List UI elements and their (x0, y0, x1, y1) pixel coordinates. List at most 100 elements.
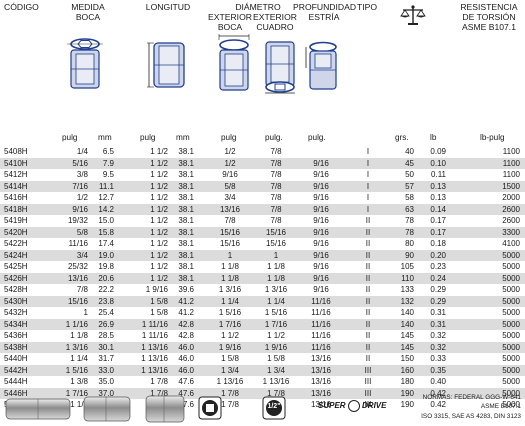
cell-lb: 0.18 (430, 239, 446, 248)
cell-longitud-pulg: 1 11/16 (141, 319, 168, 329)
header-longitud: LONGITUD (145, 2, 191, 12)
cell-exterior-boca: 1 3/4 (221, 365, 239, 375)
cell-longitud-mm: 42.8 (178, 331, 194, 340)
cell-grs: 57 (405, 181, 414, 191)
cell-exterior-cuadro: 1 1/8 (267, 262, 285, 271)
cell-boca-mm: 11.1 (99, 181, 114, 191)
cell-boca-mm: 28.5 (98, 331, 114, 340)
cell-lb: 0.33 (430, 354, 446, 363)
cell-lb: 0.31 (430, 308, 446, 317)
table-row: 5420H 5/8 15.8 1 1/2 38.1 15/16 15/16 9/16 II 78 0… (0, 226, 525, 238)
cell-grs: 145 (400, 331, 414, 340)
cell-boca-mm: 7.9 (102, 158, 114, 168)
cell-exterior-boca: 1 1/8 (221, 262, 239, 271)
unit-pulg-longitud: pulg (140, 133, 156, 142)
cell-boca-pulg: 9/16 (72, 204, 88, 214)
cell-boca-pulg: 3/4 (76, 250, 88, 260)
cell-exterior-boca: 3/4 (224, 193, 236, 202)
header-profundidad-1: PROFUNDIDAD (293, 2, 357, 12)
cell-boca-mm: 19.8 (98, 262, 114, 271)
cell-boca-pulg: 1 7/16 (65, 388, 88, 398)
cell-exterior-cuadro: 1 1/4 (267, 296, 285, 306)
cell-longitud-pulg: 1 13/16 (141, 365, 168, 375)
table-row: 5418H 9/16 14.2 1 1/2 38.1 13/16 7/8 9/16 I 63 0.1… (0, 203, 525, 215)
cell-codigo: 5408H (4, 147, 28, 156)
cell-torsion: 5000 (502, 285, 520, 294)
cell-longitud-pulg: 1 5/8 (150, 308, 168, 317)
header-codigo: CÓDIGO (4, 2, 39, 12)
table-row: 5438H 1 3/16 30.1 1 13/16 46.0 1 9/16 1 9/16 11… (0, 341, 525, 353)
table-row: 5425H 25/32 19.8 1 1/2 38.1 1 1/8 1 1/8 9/16 II 1… (0, 261, 525, 273)
cell-boca-pulg: 15/16 (67, 296, 88, 306)
header-medida-label: MEDIDA (71, 2, 105, 12)
cell-boca-pulg: 7/16 (72, 181, 88, 191)
cell-tipo: II (365, 319, 371, 329)
cell-profundidad: 13/16 (310, 365, 332, 375)
table-row: 5432H 1 25.4 1 5/8 41.2 1 5/16 1 5/16 11/16 II 14… (0, 307, 525, 319)
cell-grs: 105 (400, 262, 414, 271)
header-resistencia: RESISTENCIA DE TORSIÓN ASME B107.1 (456, 2, 522, 32)
cell-longitud-mm: 38.1 (178, 250, 194, 260)
cell-boca-mm: 20.6 (98, 273, 114, 283)
cell-torsion: 5000 (502, 250, 520, 260)
cell-lb: 0.23 (430, 262, 446, 271)
cell-tipo: II (365, 227, 371, 237)
cell-grs: 145 (400, 342, 414, 352)
cell-profundidad: 13/16 (310, 377, 332, 386)
cell-longitud-mm: 38.1 (178, 147, 194, 156)
cell-exterior-cuadro: 1 3/4 (267, 365, 285, 375)
cell-boca-mm: 15.0 (98, 216, 114, 225)
super-drive-logo-right: DRIVE (362, 401, 387, 411)
normas-line-1: NORMAS: FEDERAL GGG-W-641 (422, 394, 521, 401)
cell-profundidad: 13/16 (310, 388, 332, 398)
cell-boca-pulg: 1 3/16 (65, 342, 88, 352)
cell-profundidad: 9/16 (313, 227, 329, 237)
cell-profundidad: 9/16 (313, 273, 329, 283)
cell-torsion: 5000 (502, 342, 520, 352)
unit-lb: lb (430, 133, 437, 142)
cell-tipo: II (365, 273, 371, 283)
cell-boca-mm: 14.2 (98, 204, 114, 214)
cell-profundidad: 9/16 (313, 181, 329, 191)
cell-codigo: 5440H (4, 354, 28, 363)
unit-pulg-exterior-cuadro: pulg. (265, 133, 283, 142)
cell-codigo: 5430H (4, 296, 28, 306)
super-drive-logo-circle (347, 400, 360, 412)
header-exterior-boca: EXTERIOR BOCA (205, 12, 255, 32)
cell-boca-pulg: 1 5/16 (65, 365, 88, 375)
table-row: 5412H 3/8 9.5 1 1/2 38.1 9/16 7/8 9/16 I 50 0.11 11… (0, 169, 525, 181)
header-exterior-cuadro: EXTERIOR CUADRO (250, 12, 300, 32)
header-medida-boca: MEDIDA BOCA (60, 2, 116, 22)
cell-boca-mm: 12.7 (98, 193, 114, 202)
cell-exterior-cuadro: 15/16 (265, 227, 287, 237)
cell-codigo: 5426H (4, 273, 28, 283)
cell-lb: 0.11 (431, 170, 446, 179)
cell-torsion: 5000 (502, 319, 520, 329)
cell-lb: 0.32 (430, 342, 446, 352)
cell-exterior-boca: 1 (227, 250, 233, 260)
cell-longitud-pulg: 1 9/16 (145, 285, 168, 294)
cell-lb: 0.17 (430, 216, 446, 225)
cell-longitud-mm: 41.2 (178, 296, 194, 306)
cell-profundidad: 9/16 (313, 193, 329, 202)
cell-codigo: 5418H (4, 204, 28, 214)
cell-torsion: 2600 (502, 216, 520, 225)
cell-codigo: 5420H (4, 227, 28, 237)
cell-tipo: I (366, 193, 370, 202)
cell-longitud-pulg: 1 1/2 (150, 216, 168, 225)
cell-longitud-pulg: 1 13/16 (141, 342, 168, 352)
cell-profundidad: 9/16 (313, 204, 329, 214)
cell-grs: 133 (400, 285, 414, 294)
cell-boca-pulg: 1 3/8 (70, 377, 88, 386)
cell-grs: 110 (401, 273, 414, 283)
cell-exterior-boca: 5/8 (224, 181, 236, 191)
cell-exterior-cuadro: 1 7/8 (267, 388, 285, 398)
table-row: 5419H 19/32 15.0 1 1/2 38.1 7/8 7/8 9/16 II 78 0.1… (0, 215, 525, 227)
cell-boca-pulg: 25/32 (67, 262, 88, 271)
cell-torsion: 5000 (502, 377, 520, 386)
header-exterior-boca-2: BOCA (217, 22, 243, 32)
cell-boca-pulg: 11/16 (68, 239, 88, 248)
cell-longitud-mm: 38.1 (178, 193, 194, 202)
cell-boca-mm: 15.8 (98, 227, 114, 237)
cell-tipo: III (364, 400, 372, 409)
